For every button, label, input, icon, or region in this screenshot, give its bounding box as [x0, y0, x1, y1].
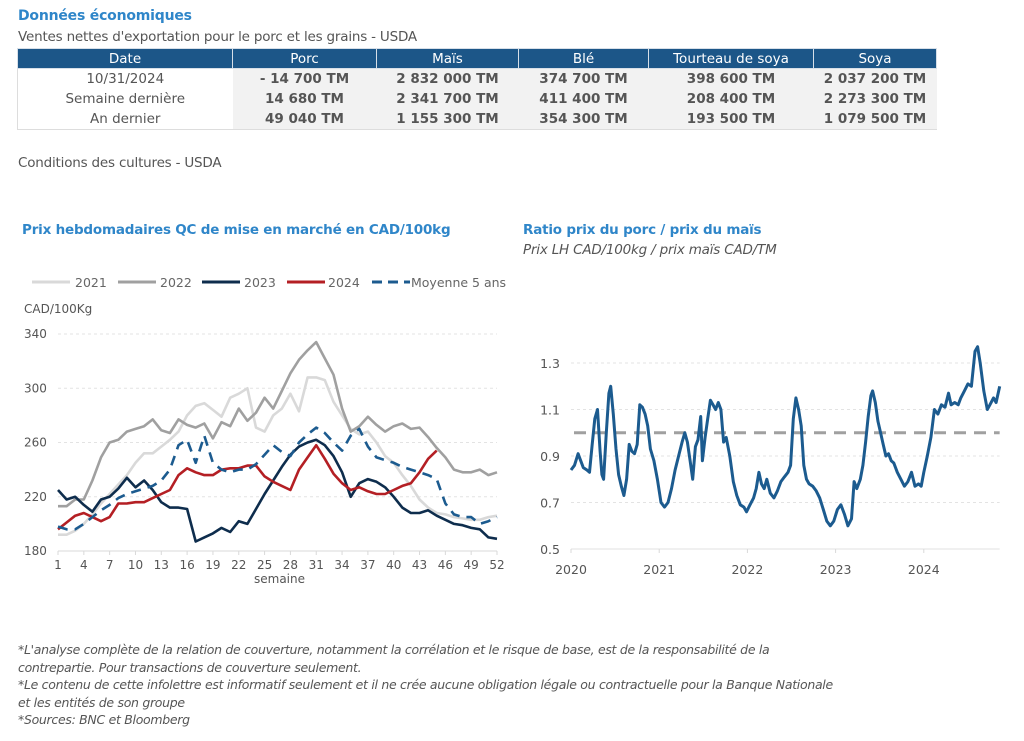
ratio-chart: 0.5 0.7 0.9 1.1 1.3 2020 2021 2022 2023 2024	[540, 345, 1002, 577]
cell-porc: 49 040 TM	[232, 109, 377, 130]
x-tick-label: 4	[80, 558, 88, 572]
col-header-ble: Blé	[518, 48, 649, 69]
table-row: Semaine dernière 14 680 TM 2 341 700 TM …	[17, 89, 937, 109]
y-tick-label: 0.7	[540, 496, 560, 511]
footnote-line: contrepartie. Pour transactions de couve…	[18, 659, 362, 675]
y-tick-label: 0.9	[540, 449, 560, 464]
y-tick-label: 0.5	[540, 542, 560, 557]
exports-table: Date Porc Maïs Blé Tourteau de soya Soya…	[17, 48, 937, 130]
y-tick-label: 340	[24, 327, 47, 341]
x-tick-label: 52	[489, 558, 504, 572]
x-tick-label: 22	[231, 558, 246, 572]
section-title: Données économiques	[18, 8, 192, 24]
x-tick-label: 1	[54, 558, 62, 572]
weekly-price-chart-title: Prix hebdomadaires QC de mise en marché …	[22, 222, 451, 238]
x-tick-label: 19	[205, 558, 220, 572]
exports-subtitle: Ventes nettes d'exportation pour le porc…	[18, 29, 417, 45]
cell-date: 10/31/2024	[17, 68, 233, 89]
legend-label: Moyenne 5 ans	[411, 275, 506, 290]
weekly-price-chart: 2021 2022 2023 2024 Moyenne 5 ans CAD/100Kg 18…	[24, 275, 506, 586]
series-line-2024	[57, 443, 438, 531]
x-tick-label: 2022	[731, 562, 763, 577]
legend-label: 2022	[160, 275, 192, 290]
footnote-line: *Sources: BNC et Bloomberg	[18, 712, 190, 727]
col-header-mais: Maïs	[376, 48, 519, 69]
cell-tourteau: 398 600 TM	[648, 68, 814, 89]
cell-ble: 411 400 TM	[518, 89, 649, 109]
cell-date: An dernier	[17, 109, 233, 130]
y-tick-label: 260	[24, 436, 47, 450]
cell-soya: 2 037 200 TM	[813, 68, 937, 89]
x-tick-label: 28	[283, 558, 298, 572]
footnotes: *L'analyse complète de la relation de co…	[18, 641, 1008, 729]
footnote-line: *L'analyse complète de la relation de co…	[18, 642, 770, 657]
series-line-2023	[57, 438, 498, 543]
x-tick-label: 43	[412, 558, 427, 572]
series-line-2021	[58, 376, 498, 537]
col-header-porc: Porc	[232, 48, 377, 69]
ratio-chart-title: Ratio prix du porc / prix du maïs	[523, 222, 762, 238]
x-tick-label: 31	[309, 558, 324, 572]
y-tick-label: 1.3	[540, 356, 560, 371]
col-header-tourteau: Tourteau de soya	[648, 48, 814, 69]
ratio-series-line	[569, 345, 1002, 528]
x-tick-label: 16	[179, 558, 194, 572]
cell-porc: 14 680 TM	[232, 89, 377, 109]
footnote-line: *Le contenu de cette infolettre est info…	[18, 677, 833, 692]
table-header-row: Date Porc Maïs Blé Tourteau de soya Soya	[17, 48, 937, 69]
y-tick-label: 220	[24, 490, 47, 504]
y-axis-label: CAD/100Kg	[24, 302, 92, 316]
footnote-line: et les entités de son groupe	[18, 694, 185, 710]
table-row: An dernier 49 040 TM 1 155 300 TM 354 30…	[17, 109, 937, 130]
col-header-date: Date	[17, 48, 233, 69]
cell-date: Semaine dernière	[17, 89, 233, 109]
cell-tourteau: 208 400 TM	[648, 89, 814, 109]
cell-ble: 374 700 TM	[518, 68, 649, 89]
x-tick-label: 2021	[643, 562, 675, 577]
series-line-moyenne-5-ans	[57, 426, 498, 531]
col-header-soya: Soya	[813, 48, 937, 69]
legend-label: 2024	[328, 275, 360, 290]
cell-mais: 2 341 700 TM	[376, 89, 519, 109]
table-row: 10/31/2024 - 14 700 TM 2 832 000 TM 374 …	[17, 68, 937, 89]
y-tick-label: 180	[24, 544, 47, 558]
y-tick-label: 300	[24, 381, 47, 395]
x-tick-label: 25	[257, 558, 272, 572]
cell-soya: 2 273 300 TM	[813, 89, 937, 109]
x-tick-label: 37	[360, 558, 375, 572]
x-tick-label: 49	[464, 558, 479, 572]
y-tick-label: 1.1	[540, 403, 560, 418]
cell-ble: 354 300 TM	[518, 109, 649, 130]
cell-porc: - 14 700 TM	[232, 68, 377, 89]
x-tick-label: 46	[438, 558, 453, 572]
cell-soya: 1 079 500 TM	[813, 109, 937, 130]
legend-label: 2023	[244, 275, 276, 290]
x-tick-label: 7	[106, 558, 114, 572]
ratio-chart-subtitle: Prix LH CAD/100kg / prix maïs CAD/TM	[523, 242, 777, 258]
x-tick-label: 10	[128, 558, 143, 572]
x-tick-label: 2020	[555, 562, 587, 577]
cell-mais: 1 155 300 TM	[376, 109, 519, 130]
x-axis-label: semaine	[254, 572, 305, 586]
x-tick-label: 2024	[908, 562, 940, 577]
series-line-2022	[58, 340, 498, 508]
x-tick-label: 40	[386, 558, 401, 572]
crop-conditions-label: Conditions des cultures - USDA	[18, 155, 222, 171]
x-tick-label: 34	[334, 558, 349, 572]
cell-tourteau: 193 500 TM	[648, 109, 814, 130]
x-tick-label: 2023	[820, 562, 852, 577]
cell-mais: 2 832 000 TM	[376, 68, 519, 89]
legend-label: 2021	[75, 275, 107, 290]
x-tick-label: 13	[154, 558, 169, 572]
